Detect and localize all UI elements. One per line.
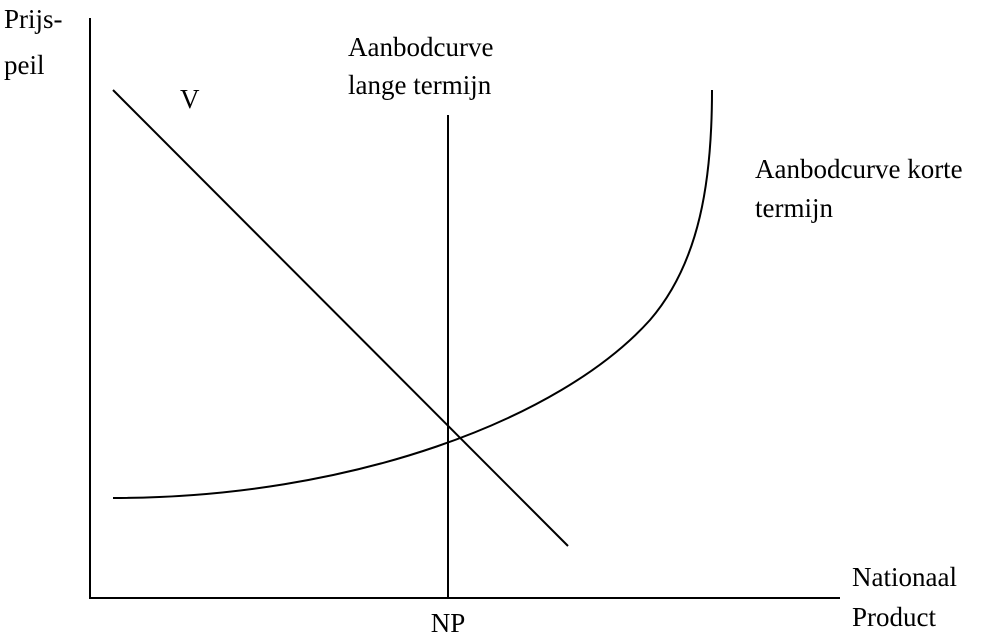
- curve-label: V: [180, 84, 200, 114]
- y-axis-label: Prijs-: [4, 4, 63, 34]
- curve-label: Aanbodcurve korte: [755, 154, 963, 184]
- x-axis-label: Product: [852, 602, 936, 632]
- demand-curve: [112, 89, 569, 547]
- short-run-supply-curve: [112, 89, 713, 499]
- curve-label: lange termijn: [348, 70, 492, 100]
- x-marker-label: NP: [431, 608, 466, 636]
- y-axis-label: peil: [4, 50, 45, 80]
- curve-label: Aanbodcurve: [348, 32, 493, 62]
- curve-label: termijn: [755, 193, 833, 223]
- x-axis-label: Nationaal: [852, 562, 957, 592]
